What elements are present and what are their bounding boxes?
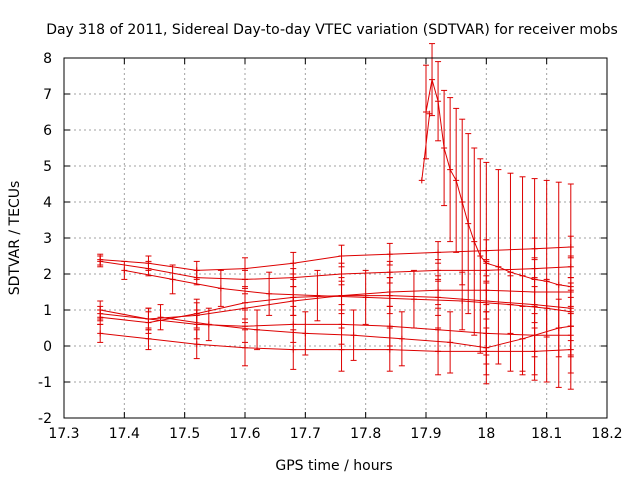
y-tick-label: 5 xyxy=(43,159,52,175)
series-outliers xyxy=(418,110,433,184)
chart-title: Day 318 of 2011, Sidereal Day-to-day VTE… xyxy=(46,22,618,38)
y-tick-label: -2 xyxy=(38,411,52,427)
series-track-b xyxy=(97,255,574,289)
series-track-d xyxy=(97,277,574,334)
y-tick-label: 6 xyxy=(43,123,52,139)
plot-frame xyxy=(63,57,608,419)
y-tick-label: 8 xyxy=(43,51,52,67)
series-trace xyxy=(100,295,571,324)
y-tick-label: 1 xyxy=(43,303,52,319)
series-trace xyxy=(425,79,571,288)
x-tick-label: 17.4 xyxy=(109,426,140,442)
x-tick-label: 17.9 xyxy=(410,426,441,442)
y-tick-label: 2 xyxy=(43,267,52,283)
y-axis-label: SDTVAR / TECUs xyxy=(7,181,23,296)
x-tick-label: 17.5 xyxy=(169,426,200,442)
x-tick-label: 17.7 xyxy=(290,426,321,442)
x-tick-label: 18.2 xyxy=(591,426,622,442)
y-tick-label: 0 xyxy=(43,339,52,355)
series-track-e xyxy=(97,300,574,358)
y-tick-label: 4 xyxy=(43,195,52,211)
y-tick-label: 7 xyxy=(43,87,52,103)
x-tick-label: 17.8 xyxy=(350,426,381,442)
series-trace xyxy=(100,289,571,320)
x-tick-label: 18 xyxy=(477,426,495,442)
y-tick-label: -1 xyxy=(38,375,52,391)
series-trace xyxy=(100,246,571,271)
series-track-a xyxy=(97,235,574,280)
x-axis-label: GPS time / hours xyxy=(275,458,392,474)
data-series xyxy=(97,43,574,390)
y-tick-labels: -2 -1 0 1 2 3 4 5 6 7 8 xyxy=(38,51,52,427)
series-trace xyxy=(100,260,571,280)
axis-ticks xyxy=(63,57,608,419)
series-trace xyxy=(100,309,571,336)
y-tick-label: 3 xyxy=(43,231,52,247)
series-track-f xyxy=(97,323,574,376)
x-tick-label: 17.3 xyxy=(48,426,79,442)
x-tick-label: 17.6 xyxy=(229,426,260,442)
grid xyxy=(64,58,607,418)
series-trace xyxy=(100,332,571,352)
series-trace xyxy=(421,113,431,181)
series-track-storm xyxy=(423,43,574,390)
x-tick-label: 18.1 xyxy=(531,426,562,442)
x-tick-labels: 17.3 17.4 17.5 17.6 17.7 17.8 17.9 18 18.1 18.2 xyxy=(48,426,622,442)
